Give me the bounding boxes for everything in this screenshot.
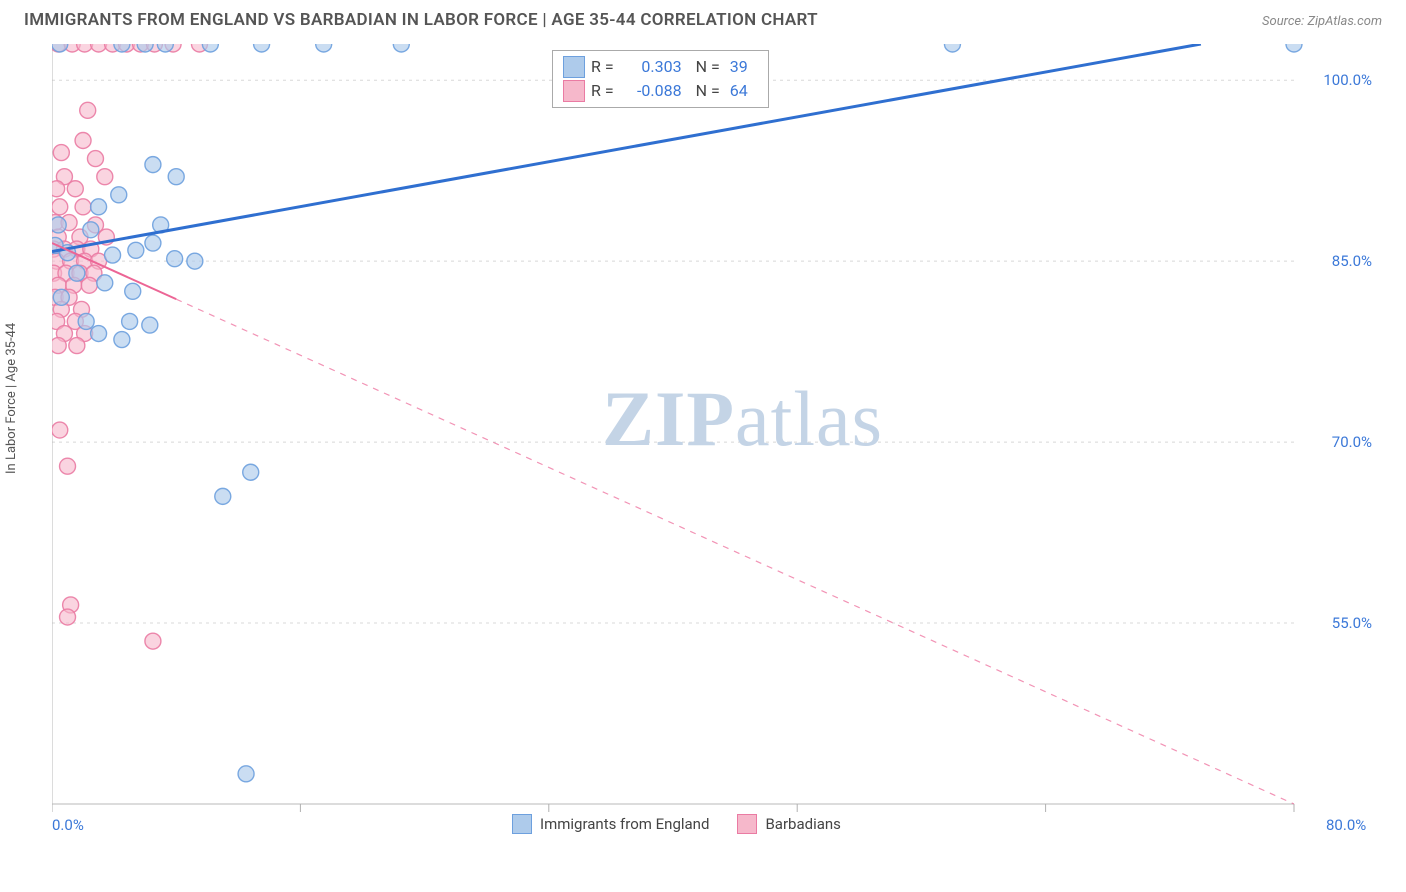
swatch-barbadians-icon <box>737 814 757 834</box>
chart-container: In Labor Force | Age 35-44 ZIPatlas R =0… <box>52 44 1382 834</box>
y-tick-label: 100.0% <box>1323 71 1372 89</box>
swatch-england <box>563 56 585 78</box>
scatter-chart <box>52 44 1382 834</box>
title-bar: IMMIGRANTS FROM ENGLAND VS BARBADIAN IN … <box>0 0 1406 34</box>
y-tick-label: 55.0% <box>1332 614 1372 632</box>
series-legend: Immigrants from England Barbadians <box>512 812 841 836</box>
stats-row-england: R =0.303N =39 <box>563 55 756 79</box>
y-axis-label: In Labor Force | Age 35-44 <box>4 323 19 474</box>
legend-item-barbadians: Barbadians <box>737 814 840 834</box>
legend-item-england: Immigrants from England <box>512 814 709 834</box>
stats-row-barbadians: R =-0.088N =64 <box>563 79 756 103</box>
x-origin-label: 0.0% <box>52 816 84 834</box>
swatch-england-icon <box>512 814 532 834</box>
y-tick-label: 70.0% <box>1332 433 1372 451</box>
stats-legend: R =0.303N =39R =-0.088N =64 <box>552 50 769 108</box>
x-end-label: 80.0% <box>1326 816 1366 834</box>
chart-title: IMMIGRANTS FROM ENGLAND VS BARBADIAN IN … <box>24 10 818 30</box>
y-tick-label: 85.0% <box>1332 252 1372 270</box>
source-label: Source: ZipAtlas.com <box>1262 14 1382 29</box>
swatch-barbadians <box>563 80 585 102</box>
